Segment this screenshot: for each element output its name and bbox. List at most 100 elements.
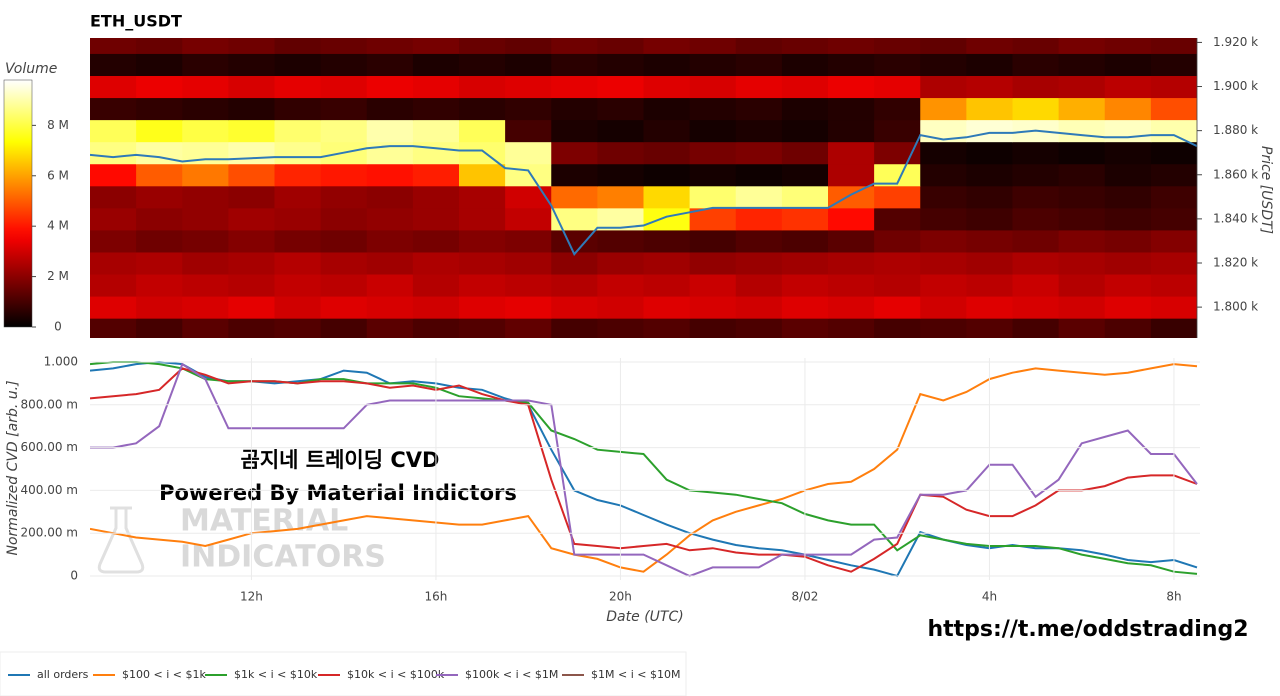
legend: all orders $100 < i < $1k $1k < i < $10k $1…: [8, 668, 680, 681]
heatmap-cell: [689, 185, 737, 209]
colorbar-tick-label: 6 M: [47, 168, 69, 182]
heatmap-cell: [689, 75, 737, 99]
y-tick-label: 1.800 k: [1213, 300, 1258, 314]
heatmap-cell: [1058, 163, 1106, 187]
heatmap-cell: [1150, 185, 1197, 209]
heatmap-cell: [182, 318, 229, 338]
heatmap-cell: [182, 229, 229, 253]
heatmap-cell: [228, 53, 275, 76]
heatmap-cell: [90, 296, 137, 319]
heatmap-cell: [828, 251, 875, 275]
heatmap-cell: [1150, 38, 1197, 54]
heatmap-cell: [643, 38, 691, 54]
heatmap-cell: [551, 274, 598, 297]
heatmap-cell: [320, 75, 368, 99]
heatmap-cell: [412, 251, 460, 275]
heatmap-cell: [551, 97, 598, 121]
price-line: [90, 129, 1197, 257]
heatmap-cell: [1104, 251, 1152, 275]
heatmap-cell: [182, 75, 229, 99]
heatmap-cell: [689, 274, 737, 297]
heatmap-cell: [136, 251, 183, 275]
y-tick-label: 1.900 k: [1213, 79, 1258, 93]
heatmap-cell: [459, 75, 506, 99]
heatmap-cell: [228, 296, 275, 319]
heatmap-cell: [735, 38, 783, 54]
heatmap-cell: [1012, 97, 1060, 121]
heatmap-cell: [412, 163, 460, 187]
y-axis-title: Normalized CVD [arb. u.]: [5, 380, 21, 555]
heatmap-cell: [228, 141, 275, 165]
heatmap-cell: [505, 296, 552, 319]
heatmap-cell: [90, 38, 137, 54]
heatmap-cell: [828, 296, 875, 319]
heatmap-cell: [643, 141, 691, 165]
heatmap-cell: [1058, 38, 1106, 54]
heatmap-cell: [274, 296, 322, 319]
heatmap-cell: [459, 119, 506, 143]
heatmap-cell: [551, 53, 598, 76]
heatmap-cell: [551, 119, 598, 143]
heatmap-cell: [459, 97, 506, 121]
heatmap-cell: [643, 251, 691, 275]
heatmap-cell: [1058, 141, 1106, 165]
heatmap-cell: [781, 163, 829, 187]
heatmap-cell: [920, 274, 967, 297]
heatmap-cell: [459, 251, 506, 275]
heatmap-cell: [1012, 185, 1060, 209]
heatmap-cell: [828, 97, 875, 121]
heatmap-cell: [735, 53, 783, 76]
heatmap-cell: [412, 274, 460, 297]
heatmap-cell: [597, 53, 644, 76]
cvd-lines: [90, 360, 1198, 578]
heatmap-cell: [874, 229, 921, 253]
heatmap-cell: [920, 53, 967, 76]
heatmap-cell: [228, 318, 275, 338]
flask-icon: [97, 506, 145, 574]
heatmap-cell: [366, 163, 414, 187]
heatmap-cell: [597, 274, 644, 297]
heatmap-cell: [366, 141, 414, 165]
heatmap-cell: [274, 251, 322, 275]
heatmap-cell: [459, 207, 506, 231]
heatmap-cell: [735, 207, 783, 231]
heatmap-cell: [966, 296, 1013, 319]
heatmap-cell: [274, 185, 322, 209]
heatmap-cell: [366, 53, 414, 76]
heatmap-cell: [136, 207, 183, 231]
y-tick-label: 1.880 k: [1213, 123, 1258, 137]
heatmap-cell: [228, 274, 275, 297]
heatmap-cell: [874, 274, 921, 297]
heatmap-cell: [182, 185, 229, 209]
heatmap-cell: [597, 119, 644, 143]
heatmap-cell: [412, 38, 460, 54]
heatmap-cell: [643, 229, 691, 253]
heatmap-cell: [597, 207, 644, 231]
heatmap-cell: [689, 207, 737, 231]
heatmap-cell: [966, 251, 1013, 275]
colorbar-tick-label: 8 M: [47, 118, 69, 132]
heatmap-cell: [274, 318, 322, 338]
heatmap-cell: [366, 251, 414, 275]
heatmap-cell: [459, 274, 506, 297]
heatmap-cell: [1104, 141, 1152, 165]
heatmap-cell: [1012, 318, 1060, 338]
colorbar-tick-label: 4 M: [47, 219, 69, 233]
heatmap-cell: [228, 75, 275, 99]
heatmap-cell: [828, 163, 875, 187]
heatmap-cell: [90, 119, 137, 143]
heatmap-cell: [597, 163, 644, 187]
heatmap-cell: [1012, 229, 1060, 253]
heatmap-cell: [597, 185, 644, 209]
heatmap-cell: [274, 163, 322, 187]
heatmap-cell: [1150, 141, 1197, 165]
heatmap-cell: [551, 251, 598, 275]
heatmap-cell: [366, 119, 414, 143]
heatmap-cell: [874, 318, 921, 338]
heatmap-cell: [320, 229, 368, 253]
heatmap-cell: [828, 119, 875, 143]
heatmap-cell: [1104, 274, 1152, 297]
heatmap-cell: [1104, 75, 1152, 99]
